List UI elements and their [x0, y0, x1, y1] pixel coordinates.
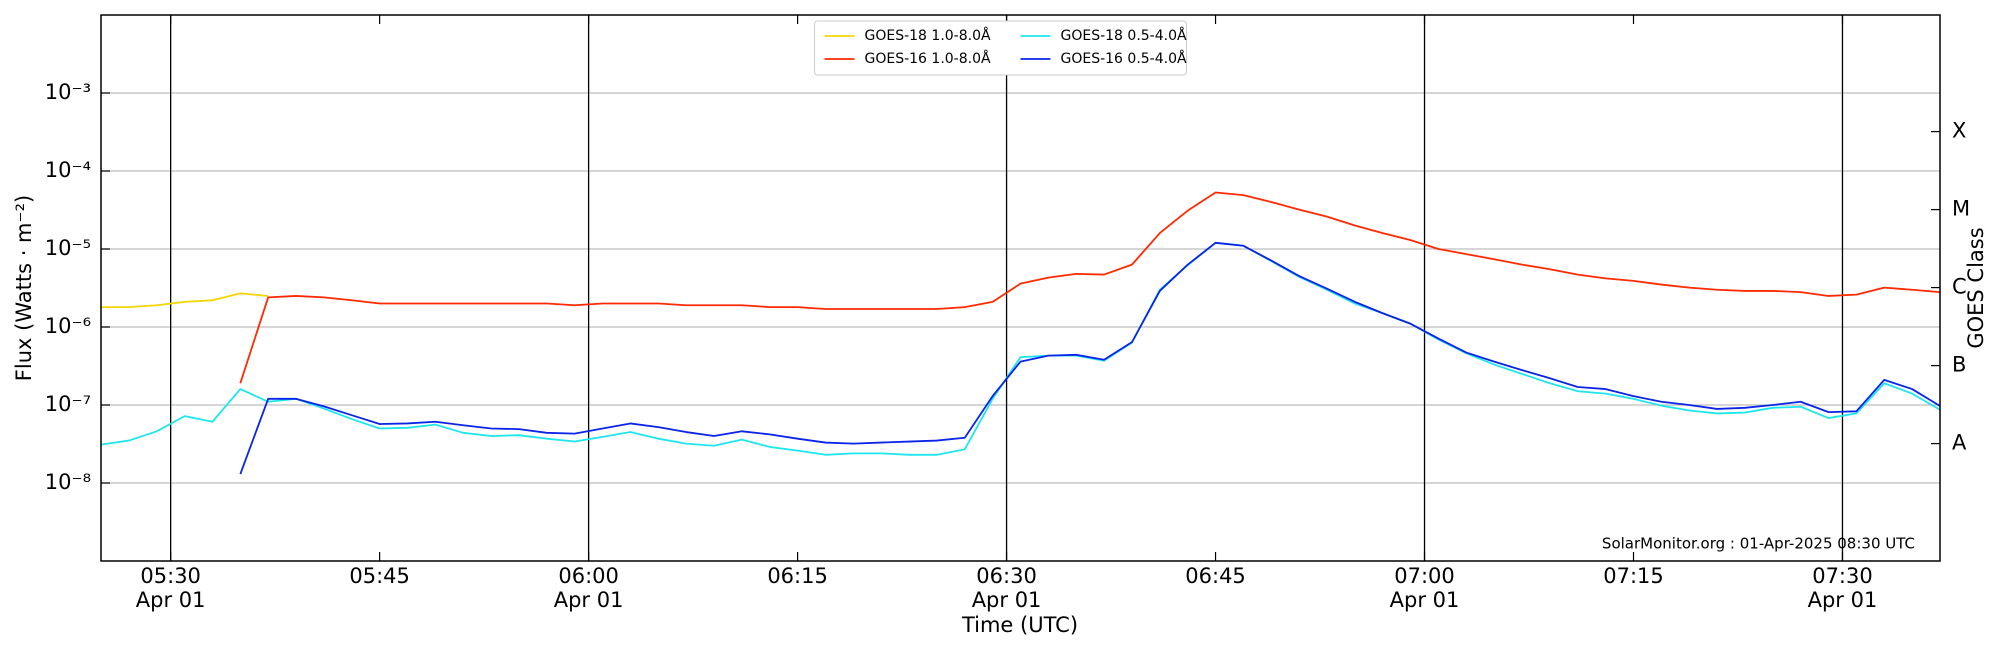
annotation: SolarMonitor.org : 01-Apr-2025 08:30 UTC — [1602, 535, 1915, 553]
x-tick-sublabel: Apr 01 — [136, 588, 206, 612]
y2-tick-label: M — [1952, 197, 1970, 221]
legend-label: GOES-18 1.0-8.0Å — [865, 27, 991, 44]
legend-label: GOES-16 1.0-8.0Å — [865, 50, 991, 67]
y-tick-label: 10⁻⁷ — [45, 392, 91, 416]
series-line — [239, 241, 1941, 475]
y2-tick-label: A — [1952, 431, 1967, 455]
x-tick-label: 07:30 — [1812, 564, 1873, 588]
y-tick-label: 10⁻⁸ — [45, 470, 91, 494]
plot-frame — [100, 14, 1941, 562]
x-tick-label: 07:00 — [1394, 564, 1455, 588]
legend: GOES-18 1.0-8.0Å GOES-16 1.0-8.0Å GOES-18 … — [814, 20, 1187, 76]
x-axis-title: Time (UTC) — [961, 613, 1078, 637]
x-tick-label: 05:30 — [140, 564, 201, 588]
legend-label: GOES-16 0.5-4.0Å — [1061, 50, 1187, 67]
y-tick-label: 10⁻⁵ — [45, 236, 91, 260]
y2-tick-label: C — [1952, 275, 1967, 299]
x-tick-sublabel: Apr 01 — [1808, 588, 1878, 612]
series-line — [100, 241, 1941, 456]
x-tick-label: 06:45 — [1185, 564, 1246, 588]
legend-label: GOES-18 0.5-4.0Å — [1061, 27, 1187, 44]
y-tick-label: 10⁻³ — [45, 80, 91, 104]
y-tick-label: 10⁻⁶ — [45, 314, 91, 338]
x-tick-label: 06:15 — [767, 564, 828, 588]
y2-tick-label: B — [1952, 353, 1966, 377]
x-tick-sublabel: Apr 01 — [1390, 588, 1460, 612]
y-axis-title: Flux (Watts · m⁻²) — [12, 195, 36, 381]
y2-axis-title: GOES Class — [1964, 227, 1988, 348]
y-tick-label: 10⁻⁴ — [45, 158, 91, 182]
x-tick-label: 06:00 — [558, 564, 619, 588]
x-tick-label: 07:15 — [1603, 564, 1664, 588]
legend-box — [814, 20, 1187, 76]
x-tick-label: 05:45 — [349, 564, 410, 588]
x-tick-sublabel: Apr 01 — [972, 588, 1042, 612]
y2-tick-label: X — [1952, 119, 1966, 143]
series-line — [239, 191, 1941, 384]
x-tick-label: 06:30 — [976, 564, 1037, 588]
x-tick-sublabel: Apr 01 — [554, 588, 624, 612]
series-line — [101, 292, 269, 308]
